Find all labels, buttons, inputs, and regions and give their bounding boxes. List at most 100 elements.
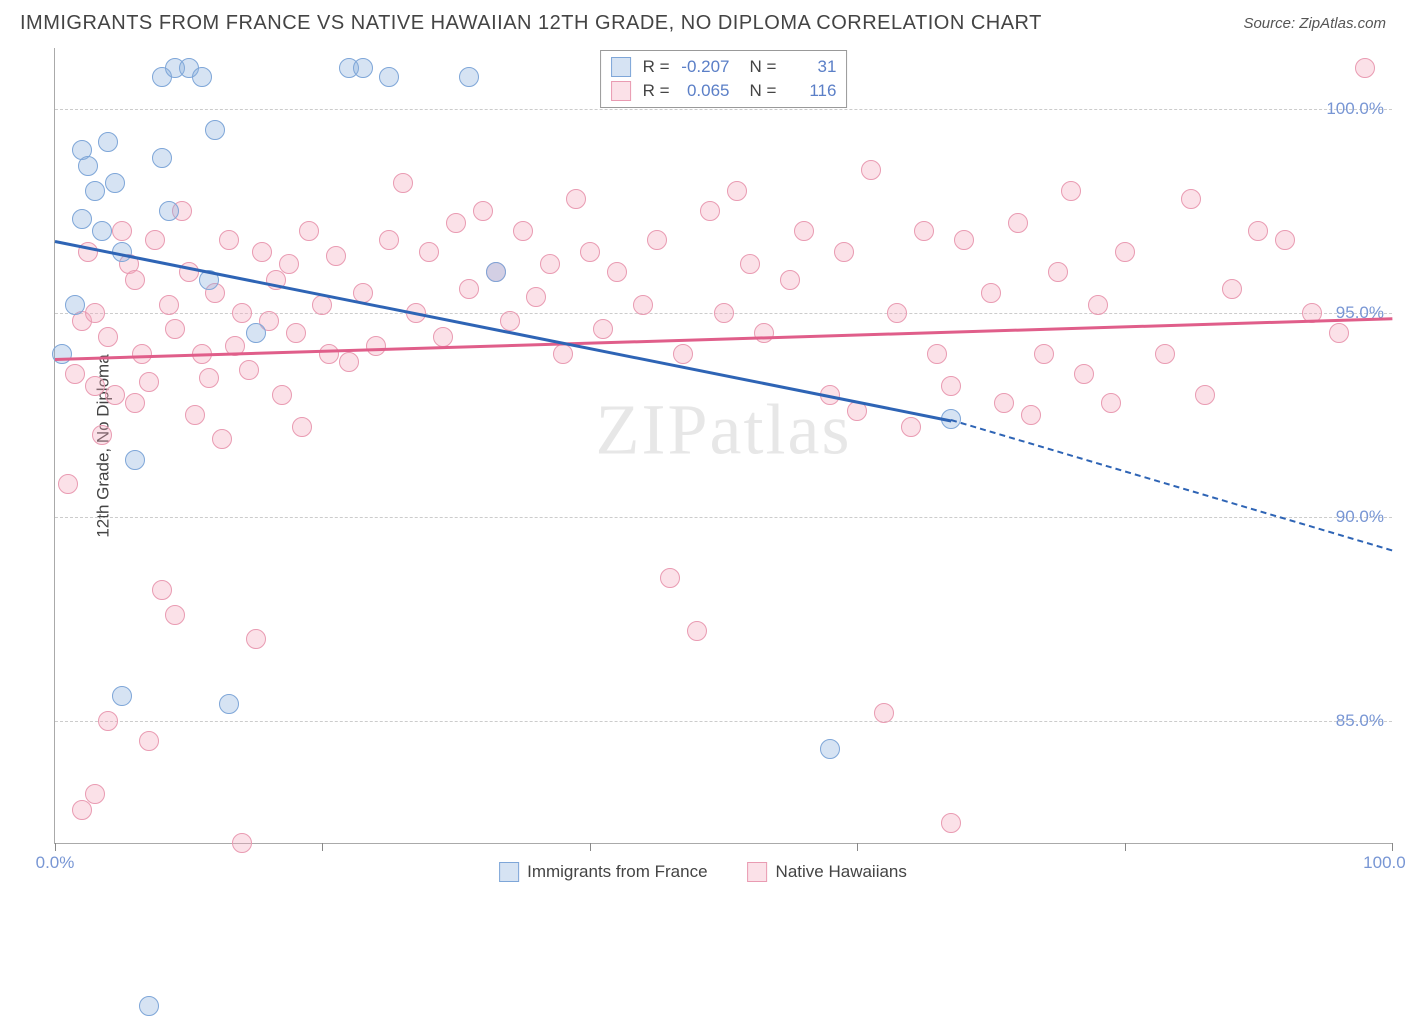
scatter-point [212, 429, 232, 449]
scatter-point [246, 323, 266, 343]
trend-line-extrapolation [950, 419, 1392, 551]
scatter-point [98, 132, 118, 152]
scatter-point [219, 694, 239, 714]
y-tick-label: 85.0% [1336, 711, 1384, 731]
scatter-point [1329, 323, 1349, 343]
stat-r-label: R = [643, 81, 670, 101]
scatter-point [1155, 344, 1175, 364]
scatter-point [159, 295, 179, 315]
scatter-point [780, 270, 800, 290]
scatter-point [459, 279, 479, 299]
scatter-point [139, 731, 159, 751]
scatter-point [874, 703, 894, 723]
scatter-point [433, 327, 453, 347]
scatter-point [647, 230, 667, 250]
stat-n-label: N = [750, 81, 777, 101]
scatter-point [105, 385, 125, 405]
scatter-point [820, 739, 840, 759]
stat-n-label: N = [750, 57, 777, 77]
x-tick [322, 843, 323, 851]
x-tick [1392, 843, 1393, 851]
scatter-point [1222, 279, 1242, 299]
scatter-point [339, 352, 359, 372]
scatter-point [1048, 262, 1068, 282]
scatter-point [192, 67, 212, 87]
legend-label-france: Immigrants from France [527, 862, 707, 882]
scatter-point [85, 784, 105, 804]
scatter-point [1115, 242, 1135, 262]
scatter-point [1008, 213, 1028, 233]
scatter-point [353, 58, 373, 78]
watermark-text: ZIPatlas [596, 388, 852, 471]
scatter-point [139, 996, 159, 1016]
scatter-point [1248, 221, 1268, 241]
scatter-point [580, 242, 600, 262]
scatter-point [112, 686, 132, 706]
scatter-point [887, 303, 907, 323]
scatter-point [252, 242, 272, 262]
scatter-point [1088, 295, 1108, 315]
scatter-point [994, 393, 1014, 413]
scatter-point [239, 360, 259, 380]
x-tick [55, 843, 56, 851]
x-tick-label: 0.0% [36, 853, 75, 873]
scatter-point [1021, 405, 1041, 425]
scatter-point [152, 580, 172, 600]
scatter-point [727, 181, 747, 201]
scatter-point [139, 372, 159, 392]
stats-swatch [611, 57, 631, 77]
scatter-point [159, 201, 179, 221]
scatter-point [98, 327, 118, 347]
scatter-point [393, 173, 413, 193]
source-attribution: Source: ZipAtlas.com [1243, 15, 1386, 32]
scatter-point [152, 148, 172, 168]
scatter-point [861, 160, 881, 180]
stat-n-value: 31 [784, 57, 836, 77]
scatter-point [927, 344, 947, 364]
scatter-point [473, 201, 493, 221]
scatter-point [1195, 385, 1215, 405]
scatter-point [379, 230, 399, 250]
scatter-point [486, 262, 506, 282]
scatter-point [105, 173, 125, 193]
correlation-stats-box: R =-0.207N =31R =0.065N =116 [600, 50, 848, 108]
scatter-point [366, 336, 386, 356]
legend-swatch-hawaiian [748, 862, 768, 882]
scatter-point [72, 209, 92, 229]
scatter-point [98, 711, 118, 731]
scatter-point [319, 344, 339, 364]
scatter-point [981, 283, 1001, 303]
x-tick [590, 843, 591, 851]
x-tick-label: 100.0% [1363, 853, 1406, 873]
scatter-point [379, 67, 399, 87]
scatter-point [65, 295, 85, 315]
scatter-point [125, 270, 145, 290]
gridline [55, 109, 1392, 110]
scatter-point [834, 242, 854, 262]
scatter-point [1181, 189, 1201, 209]
scatter-point [286, 323, 306, 343]
chart-title: IMMIGRANTS FROM FRANCE VS NATIVE HAWAIIA… [20, 12, 1042, 35]
scatter-point [1061, 181, 1081, 201]
bottom-legend: Immigrants from France Native Hawaiians [499, 862, 907, 882]
x-tick [1125, 843, 1126, 851]
scatter-point [1355, 58, 1375, 78]
scatter-point [85, 376, 105, 396]
scatter-point [232, 833, 252, 853]
scatter-point [914, 221, 934, 241]
gridline [55, 517, 1392, 518]
stats-row: R =-0.207N =31 [611, 55, 837, 79]
scatter-point [673, 344, 693, 364]
scatter-point [740, 254, 760, 274]
scatter-point [85, 303, 105, 323]
scatter-point [299, 221, 319, 241]
scatter-point [540, 254, 560, 274]
scatter-point [794, 221, 814, 241]
scatter-point [199, 368, 219, 388]
scatter-point [700, 201, 720, 221]
x-tick [857, 843, 858, 851]
scatter-point [112, 221, 132, 241]
scatter-point [687, 621, 707, 641]
stat-r-label: R = [643, 57, 670, 77]
gridline [55, 721, 1392, 722]
